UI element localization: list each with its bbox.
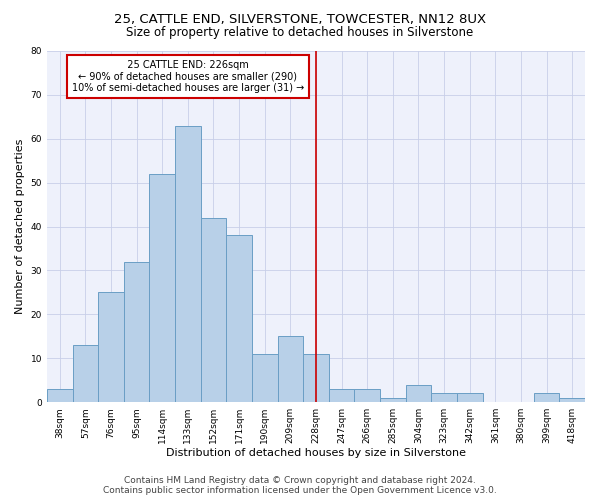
Text: Size of property relative to detached houses in Silverstone: Size of property relative to detached ho…: [127, 26, 473, 39]
Text: 25, CATTLE END, SILVERSTONE, TOWCESTER, NN12 8UX: 25, CATTLE END, SILVERSTONE, TOWCESTER, …: [114, 12, 486, 26]
Bar: [431, 394, 457, 402]
Y-axis label: Number of detached properties: Number of detached properties: [15, 139, 25, 314]
Text: 25 CATTLE END: 226sqm  
← 90% of detached houses are smaller (290)
10% of semi-d: 25 CATTLE END: 226sqm ← 90% of detached …: [72, 60, 304, 93]
Bar: [534, 394, 559, 402]
Bar: [98, 292, 124, 402]
Bar: [380, 398, 406, 402]
Bar: [175, 126, 200, 402]
Bar: [559, 398, 585, 402]
Bar: [124, 262, 149, 402]
Bar: [47, 389, 73, 402]
Text: Contains HM Land Registry data © Crown copyright and database right 2024.
Contai: Contains HM Land Registry data © Crown c…: [103, 476, 497, 495]
Bar: [226, 236, 252, 402]
Bar: [149, 174, 175, 402]
Bar: [406, 384, 431, 402]
Bar: [252, 354, 278, 402]
Bar: [278, 336, 303, 402]
Bar: [355, 389, 380, 402]
X-axis label: Distribution of detached houses by size in Silverstone: Distribution of detached houses by size …: [166, 448, 466, 458]
Bar: [329, 389, 355, 402]
Bar: [73, 345, 98, 402]
Bar: [200, 218, 226, 402]
Bar: [457, 394, 482, 402]
Bar: [303, 354, 329, 402]
